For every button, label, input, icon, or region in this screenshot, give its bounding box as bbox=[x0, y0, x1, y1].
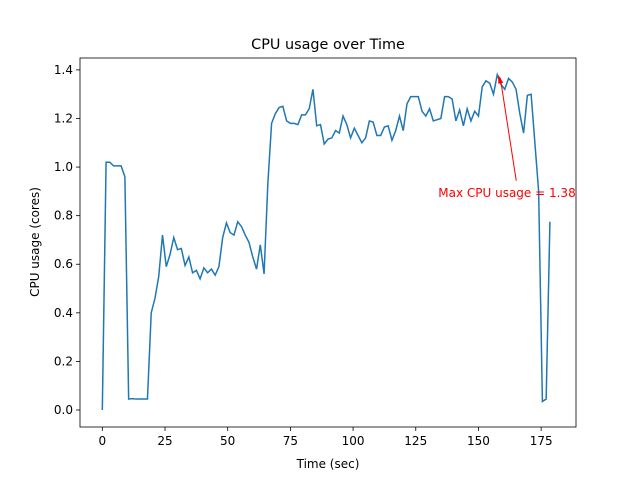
y-tick-label: 0.0 bbox=[54, 403, 73, 417]
annotation-arrowhead bbox=[498, 74, 504, 84]
x-tick-label: 75 bbox=[283, 434, 298, 448]
y-tick-label: 0.6 bbox=[54, 257, 73, 271]
y-tick-label: 0.4 bbox=[54, 306, 73, 320]
x-tick-label: 25 bbox=[157, 434, 172, 448]
x-tick-label: 100 bbox=[342, 434, 365, 448]
y-tick-label: 1.2 bbox=[54, 111, 73, 125]
y-tick-label: 0.2 bbox=[54, 354, 73, 368]
x-tick-label: 150 bbox=[467, 434, 490, 448]
y-tick-label: 1.4 bbox=[54, 63, 73, 77]
annotation-text: Max CPU usage = 1.38 bbox=[438, 186, 575, 200]
y-tick-label: 0.8 bbox=[54, 209, 73, 223]
x-tick-label: 50 bbox=[220, 434, 235, 448]
x-tick-label: 125 bbox=[404, 434, 427, 448]
y-tick-label: 1.0 bbox=[54, 160, 73, 174]
x-tick-label: 0 bbox=[98, 434, 106, 448]
plot-frame bbox=[79, 57, 577, 428]
y-axis-label: CPU usage (cores) bbox=[28, 187, 42, 297]
x-tick-label: 175 bbox=[530, 434, 553, 448]
data-line bbox=[101, 72, 551, 411]
annotation-arrow bbox=[499, 77, 517, 181]
x-axis-label: Time (sec) bbox=[296, 457, 360, 471]
chart-title: CPU usage over Time bbox=[251, 37, 405, 53]
